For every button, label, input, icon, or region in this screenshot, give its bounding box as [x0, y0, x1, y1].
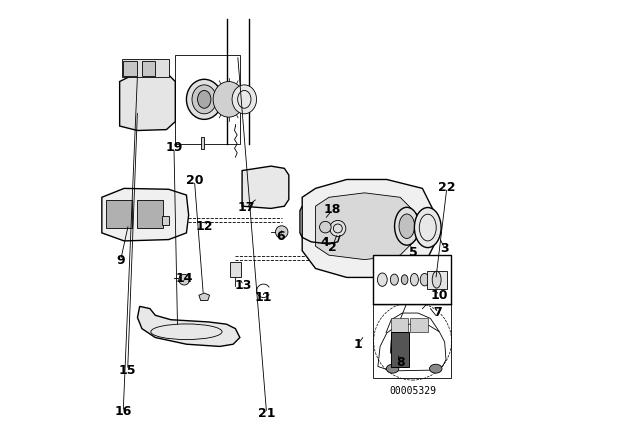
Text: 3: 3	[440, 242, 449, 255]
Bar	[230, 262, 241, 277]
Ellipse shape	[186, 79, 222, 119]
Bar	[373, 304, 451, 378]
Circle shape	[319, 221, 331, 233]
Ellipse shape	[232, 85, 257, 114]
Polygon shape	[199, 293, 209, 301]
Bar	[391, 319, 408, 332]
Polygon shape	[391, 332, 409, 367]
Ellipse shape	[410, 273, 419, 286]
Text: 20: 20	[186, 174, 203, 187]
Text: 13: 13	[235, 279, 252, 292]
Ellipse shape	[395, 207, 419, 245]
Bar	[106, 199, 132, 228]
Circle shape	[275, 226, 288, 238]
Text: 22: 22	[438, 181, 456, 194]
Polygon shape	[302, 180, 436, 277]
Ellipse shape	[414, 207, 441, 248]
Ellipse shape	[213, 82, 244, 117]
Text: 7: 7	[434, 306, 442, 319]
Ellipse shape	[427, 280, 440, 295]
Text: 8: 8	[396, 357, 404, 370]
Bar	[410, 319, 428, 332]
Ellipse shape	[429, 364, 442, 373]
Text: 12: 12	[195, 220, 213, 233]
Bar	[427, 271, 447, 289]
Ellipse shape	[387, 364, 399, 373]
Text: 10: 10	[431, 289, 448, 302]
Bar	[124, 60, 136, 76]
Text: 9: 9	[116, 254, 125, 267]
Ellipse shape	[432, 271, 441, 288]
Ellipse shape	[198, 90, 211, 108]
Ellipse shape	[401, 275, 408, 284]
Text: 5: 5	[409, 246, 418, 259]
Text: 2: 2	[328, 241, 337, 254]
Bar	[138, 199, 163, 228]
Text: 18: 18	[324, 203, 341, 216]
Text: 16: 16	[115, 405, 132, 418]
Bar	[201, 137, 204, 149]
Bar	[122, 59, 168, 77]
Polygon shape	[138, 306, 240, 346]
Text: 4: 4	[320, 236, 329, 249]
Polygon shape	[102, 188, 189, 241]
Bar	[175, 55, 240, 144]
Circle shape	[179, 274, 189, 285]
Text: 15: 15	[119, 363, 136, 376]
Text: 1: 1	[353, 338, 362, 351]
Text: 14: 14	[176, 272, 193, 285]
Ellipse shape	[420, 273, 429, 286]
Bar	[142, 60, 156, 76]
Text: 19: 19	[165, 141, 182, 154]
Polygon shape	[120, 73, 175, 130]
Ellipse shape	[192, 85, 216, 114]
Text: 17: 17	[237, 201, 255, 214]
Text: 11: 11	[254, 291, 272, 304]
Circle shape	[330, 220, 346, 237]
Polygon shape	[316, 193, 418, 260]
Ellipse shape	[399, 214, 415, 238]
Text: 00005329: 00005329	[389, 386, 436, 396]
Bar	[373, 255, 451, 304]
Text: 21: 21	[258, 407, 275, 420]
Ellipse shape	[378, 273, 387, 286]
Text: 6: 6	[276, 229, 285, 242]
Polygon shape	[242, 166, 289, 208]
Bar	[162, 216, 168, 225]
Ellipse shape	[390, 274, 398, 285]
